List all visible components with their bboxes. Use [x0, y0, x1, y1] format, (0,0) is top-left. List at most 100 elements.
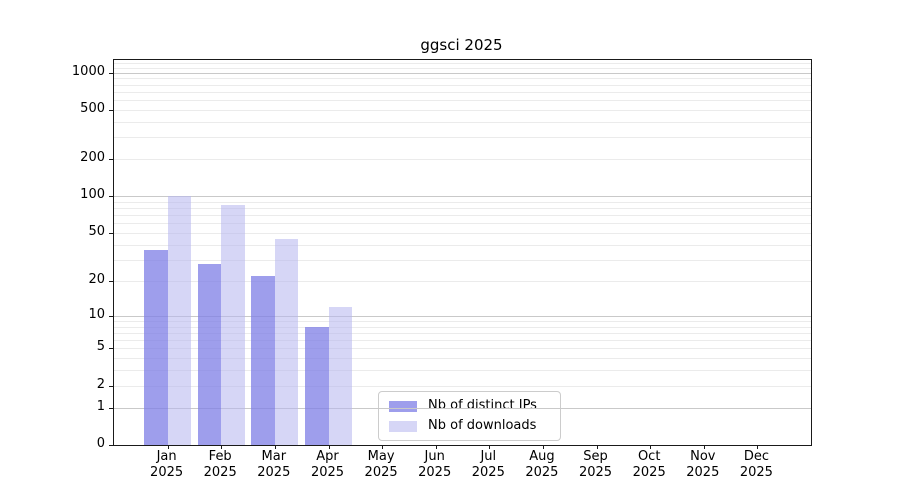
x-tick-year: 2025 [310, 465, 345, 480]
gridline-minor [114, 215, 811, 217]
x-tick-label: Oct 2025 [617, 449, 681, 481]
y-tick-label: 1000 [71, 63, 105, 79]
x-tick-month: Nov [690, 449, 716, 464]
x-tick-month: Jan [156, 449, 177, 464]
gridline-minor [114, 122, 811, 123]
y-tick-mark [109, 348, 113, 350]
x-tick-mark [703, 445, 705, 449]
y-tick-mark [109, 315, 113, 317]
bar-downloads [167, 196, 192, 445]
gridline-minor [114, 332, 811, 334]
bar-distinct-ips [144, 250, 168, 445]
y-tick-mark [109, 280, 113, 282]
gridline-minor [114, 91, 811, 93]
gridline-minor [114, 348, 811, 350]
x-tick-label: Aug 2025 [510, 449, 574, 481]
x-tick-mark [221, 445, 223, 449]
x-tick-month: Jun [424, 449, 445, 464]
gridline-major [114, 72, 811, 74]
gridline-minor [114, 259, 811, 261]
gridline-minor [114, 78, 811, 80]
bar-downloads [328, 306, 352, 445]
x-tick-mark [435, 445, 437, 449]
x-tick-year: 2025 [471, 465, 505, 480]
gridline-minor [114, 244, 811, 246]
x-tick-month: Apr [316, 449, 339, 464]
y-tick-label: 200 [80, 150, 105, 166]
x-tick-year: 2025 [418, 465, 452, 480]
y-tick-label: 50 [88, 224, 105, 240]
gridline-major [114, 315, 811, 317]
chart-title: ggsci 2025 [420, 36, 503, 54]
bar-downloads [221, 204, 245, 445]
bar-distinct-ips [251, 276, 275, 445]
y-tick-mark [109, 233, 113, 235]
y-tick-mark [109, 110, 113, 111]
gridline-minor [114, 340, 811, 342]
y-tick-label: 20 [88, 271, 105, 287]
gridline-minor [114, 326, 811, 328]
x-tick-year: 2025 [257, 465, 291, 480]
x-tick-mark [650, 445, 652, 449]
plot-area: Nb of distinct IPs Nb of downloads [109, 59, 812, 449]
y-tick-label: 2 [96, 376, 105, 392]
y-tick-mark [109, 385, 113, 387]
bar-distinct-ips [197, 263, 222, 445]
y-tick-mark [109, 445, 113, 446]
y-tick-mark [109, 407, 113, 409]
legend-label: Nb of downloads [428, 418, 537, 433]
x-tick-month: Feb [208, 449, 232, 464]
legend-swatch-distinct-ips [389, 400, 417, 412]
gridline-minor [114, 208, 811, 210]
x-tick-label: Feb 2025 [188, 449, 252, 481]
x-tick-year: 2025 [203, 465, 237, 480]
gridline-major [114, 196, 811, 198]
x-tick-label: Mar 2025 [242, 449, 306, 481]
x-tick-year: 2025 [632, 465, 666, 480]
x-tick-year: 2025 [150, 465, 184, 480]
gridline-minor [114, 385, 811, 387]
legend-item-downloads: Nb of downloads [389, 418, 550, 434]
x-tick-month: Aug [529, 449, 555, 464]
x-tick-mark [274, 445, 276, 449]
x-tick-month: May [367, 449, 395, 464]
x-tick-month: Sep [583, 449, 608, 464]
x-tick-year: 2025 [686, 465, 720, 480]
gridline-minor [114, 67, 811, 69]
x-tick-mark [382, 445, 384, 449]
x-tick-mark [167, 445, 169, 449]
legend-swatch-downloads [389, 420, 417, 432]
y-tick-mark [109, 159, 113, 161]
y-tick-label: 10 [88, 306, 105, 322]
x-tick-label: Dec 2025 [724, 449, 788, 481]
x-tick-year: 2025 [525, 465, 559, 480]
legend-item-distinct-ips: Nb of distinct IPs [389, 398, 550, 414]
gridline-minor [114, 223, 811, 225]
x-tick-label: Apr 2025 [296, 449, 360, 481]
bar-distinct-ips [305, 326, 329, 445]
x-tick-mark [596, 445, 598, 449]
gridline-minor [114, 201, 811, 203]
x-tick-month: Jul [480, 449, 497, 464]
x-tick-month: Mar [261, 449, 287, 464]
x-tick-year: 2025 [739, 465, 773, 480]
gridline-minor [114, 280, 811, 282]
gridline-minor [114, 370, 811, 372]
x-tick-mark [489, 445, 491, 449]
gridline-minor [114, 100, 811, 102]
x-tick-mark [328, 445, 330, 449]
y-tick-label: 100 [80, 187, 105, 203]
y-tick-mark [109, 196, 113, 198]
x-tick-label: Jul 2025 [456, 449, 520, 481]
gridline-minor [114, 233, 811, 235]
x-tick-year: 2025 [364, 465, 398, 480]
x-tick-label: May 2025 [349, 449, 413, 481]
gridline-minor [114, 159, 811, 161]
x-tick-label: Sep 2025 [564, 449, 628, 481]
y-tick-mark [109, 72, 113, 74]
x-tick-year: 2025 [578, 465, 613, 480]
x-tick-month: Oct [637, 449, 661, 464]
gridline-major [114, 407, 811, 409]
x-tick-month: Dec [743, 449, 769, 464]
